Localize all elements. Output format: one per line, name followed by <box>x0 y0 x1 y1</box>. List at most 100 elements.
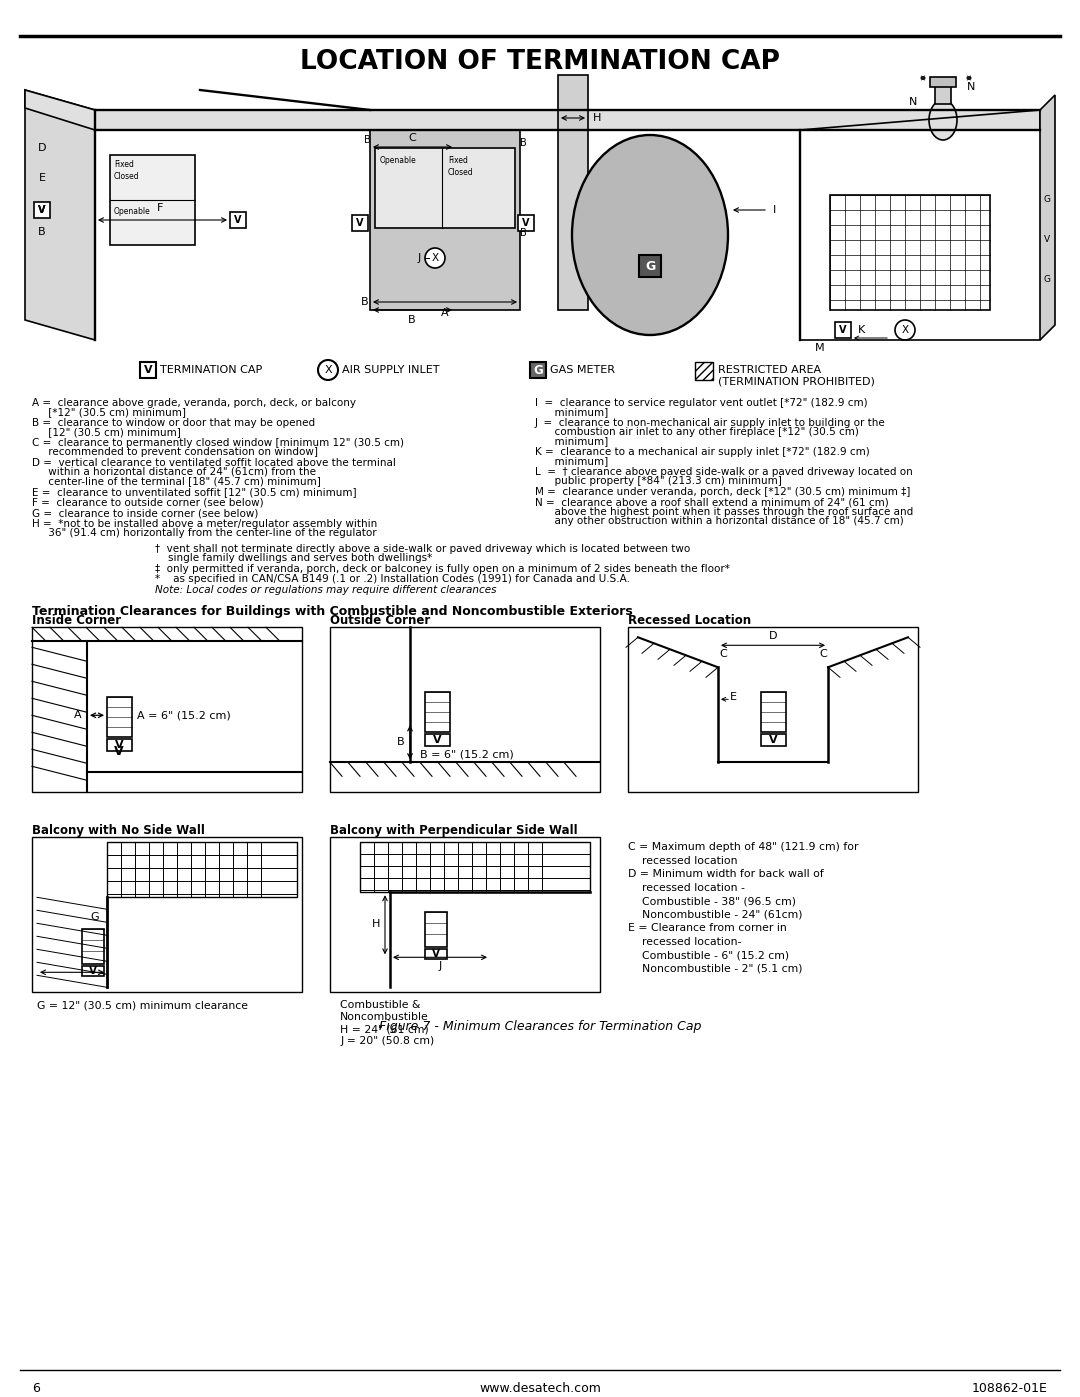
Text: E = Clearance from corner in: E = Clearance from corner in <box>627 923 786 933</box>
Text: D: D <box>769 631 778 641</box>
Bar <box>831 196 990 310</box>
Text: LOCATION OF TERMINATION CAP: LOCATION OF TERMINATION CAP <box>300 49 780 75</box>
Bar <box>360 842 590 893</box>
Text: Balcony with Perpendicular Side Wall: Balcony with Perpendicular Side Wall <box>330 824 578 837</box>
Text: H =  *not to be installed above a meter/regulator assembly within: H = *not to be installed above a meter/r… <box>32 518 377 529</box>
Bar <box>230 212 246 228</box>
Bar <box>426 950 447 960</box>
Text: G: G <box>1043 196 1051 204</box>
Text: Balcony with No Side Wall: Balcony with No Side Wall <box>32 824 205 837</box>
Text: E: E <box>39 173 45 183</box>
Text: recommended to prevent condensation on window]: recommended to prevent condensation on w… <box>32 447 318 457</box>
Text: L  =  † clearance above paved side-walk or a paved driveway located on: L = † clearance above paved side-walk or… <box>535 467 913 476</box>
Text: V: V <box>144 365 152 374</box>
Text: V: V <box>356 218 364 228</box>
Text: H: H <box>593 113 602 123</box>
Text: GAS METER: GAS METER <box>550 365 615 374</box>
Text: N: N <box>908 96 917 108</box>
Text: Fixed: Fixed <box>114 161 134 169</box>
Text: J: J <box>438 961 442 971</box>
Text: V: V <box>1044 236 1050 244</box>
Text: RESTRICTED AREA: RESTRICTED AREA <box>718 365 821 374</box>
Text: within a horizontal distance of 24" (61cm) from the: within a horizontal distance of 24" (61c… <box>32 467 316 476</box>
Text: V: V <box>234 215 242 225</box>
Text: H = 24" (61 cm): H = 24" (61 cm) <box>340 1024 429 1034</box>
Bar <box>639 256 661 277</box>
Text: C: C <box>408 133 416 142</box>
Text: J  =  clearance to non-mechanical air supply inlet to building or the: J = clearance to non-mechanical air supp… <box>535 418 886 427</box>
Text: center-line of the terminal [18" (45.7 cm) minimum]: center-line of the terminal [18" (45.7 c… <box>32 476 321 486</box>
Text: M: M <box>815 344 825 353</box>
Circle shape <box>426 249 445 268</box>
Text: www.desatech.com: www.desatech.com <box>480 1382 600 1396</box>
Text: Inside Corner: Inside Corner <box>32 615 121 627</box>
Text: B: B <box>519 138 526 148</box>
Text: X: X <box>902 326 908 335</box>
Text: V: V <box>433 735 442 746</box>
Text: K =  clearance to a mechanical air supply inlet [*72" (182.9 cm): K = clearance to a mechanical air supply… <box>535 447 869 457</box>
Bar <box>426 912 447 947</box>
Text: Closed: Closed <box>114 172 139 182</box>
Text: [12" (30.5 cm) minimum]: [12" (30.5 cm) minimum] <box>32 427 180 437</box>
Text: J = 20" (50.8 cm): J = 20" (50.8 cm) <box>340 1037 434 1046</box>
Bar <box>375 148 515 228</box>
Text: E: E <box>729 693 737 703</box>
Bar <box>32 627 302 792</box>
Text: TERMINATION CAP: TERMINATION CAP <box>160 365 262 374</box>
Text: G = 12" (30.5 cm) minimum clearance: G = 12" (30.5 cm) minimum clearance <box>37 1000 248 1010</box>
Bar <box>930 77 956 87</box>
Ellipse shape <box>572 136 728 335</box>
Text: V: V <box>769 735 778 746</box>
Text: (TERMINATION PROHIBITED): (TERMINATION PROHIBITED) <box>718 377 875 387</box>
Bar <box>761 735 786 746</box>
Text: Noncombustible - 24" (61cm): Noncombustible - 24" (61cm) <box>627 909 802 919</box>
Text: Noncombustible: Noncombustible <box>340 1013 429 1023</box>
Bar <box>530 362 546 379</box>
Text: any other obstruction within a horizontal distance of 18" (45.7 cm): any other obstruction within a horizonta… <box>535 515 904 525</box>
Text: V: V <box>432 950 440 960</box>
Text: *    as specified in CAN/CSA B149 (.1 or .2) Installation Codes (1991) for Canad: * as specified in CAN/CSA B149 (.1 or .2… <box>156 574 630 584</box>
Bar <box>330 627 600 792</box>
Text: D =  vertical clearance to ventilated soffit located above the terminal: D = vertical clearance to ventilated sof… <box>32 458 396 468</box>
Text: †  vent shall not terminate directly above a side-walk or paved driveway which i: † vent shall not terminate directly abov… <box>156 543 690 553</box>
Text: V: V <box>38 205 45 215</box>
Text: 36" (91.4 cm) horizontally from the center-line of the regulator: 36" (91.4 cm) horizontally from the cent… <box>32 528 377 538</box>
Text: D: D <box>38 142 46 154</box>
Text: B = 6" (15.2 cm): B = 6" (15.2 cm) <box>420 749 514 760</box>
Bar <box>352 215 368 231</box>
Text: Fixed: Fixed <box>448 156 468 165</box>
Bar <box>627 627 918 792</box>
Text: B: B <box>408 314 416 326</box>
Text: recessed location: recessed location <box>627 856 738 866</box>
Text: C =  clearance to permanently closed window [minimum 12" (30.5 cm): C = clearance to permanently closed wind… <box>32 437 404 448</box>
Circle shape <box>318 360 338 380</box>
Bar <box>761 693 786 732</box>
Text: D = Minimum width for back wall of: D = Minimum width for back wall of <box>627 869 824 879</box>
Bar <box>32 837 302 992</box>
Text: [*12" (30.5 cm) minimum]: [*12" (30.5 cm) minimum] <box>32 407 186 418</box>
Text: Closed: Closed <box>448 168 473 177</box>
Text: Termination Clearances for Buildings with Combustible and Noncombustible Exterio: Termination Clearances for Buildings wit… <box>32 605 633 619</box>
Text: minimum]: minimum] <box>535 457 608 467</box>
Text: V: V <box>114 740 123 750</box>
Text: V: V <box>114 746 124 759</box>
Text: F: F <box>157 203 163 212</box>
Polygon shape <box>1040 95 1055 339</box>
Text: X: X <box>431 253 438 263</box>
Bar <box>935 82 951 103</box>
Text: M =  clearance under veranda, porch, deck [*12" (30.5 cm) minimum ‡]: M = clearance under veranda, porch, deck… <box>535 486 910 497</box>
Text: A: A <box>442 307 449 319</box>
Text: V: V <box>89 967 97 977</box>
Bar <box>330 837 600 992</box>
Text: Combustible - 38" (96.5 cm): Combustible - 38" (96.5 cm) <box>627 897 796 907</box>
Text: Figure 7 - Minimum Clearances for Termination Cap: Figure 7 - Minimum Clearances for Termin… <box>379 1020 701 1034</box>
Text: A = 6" (15.2 cm): A = 6" (15.2 cm) <box>137 710 231 721</box>
Text: 108862-01E: 108862-01E <box>972 1382 1048 1396</box>
Polygon shape <box>25 89 1040 130</box>
Text: Combustible - 6" (15.2 cm): Combustible - 6" (15.2 cm) <box>627 950 789 960</box>
Bar <box>370 130 519 310</box>
Text: A =  clearance above grade, veranda, porch, deck, or balcony: A = clearance above grade, veranda, porc… <box>32 398 356 408</box>
Bar <box>426 735 450 746</box>
Text: V: V <box>839 326 847 335</box>
Text: B: B <box>397 738 405 747</box>
